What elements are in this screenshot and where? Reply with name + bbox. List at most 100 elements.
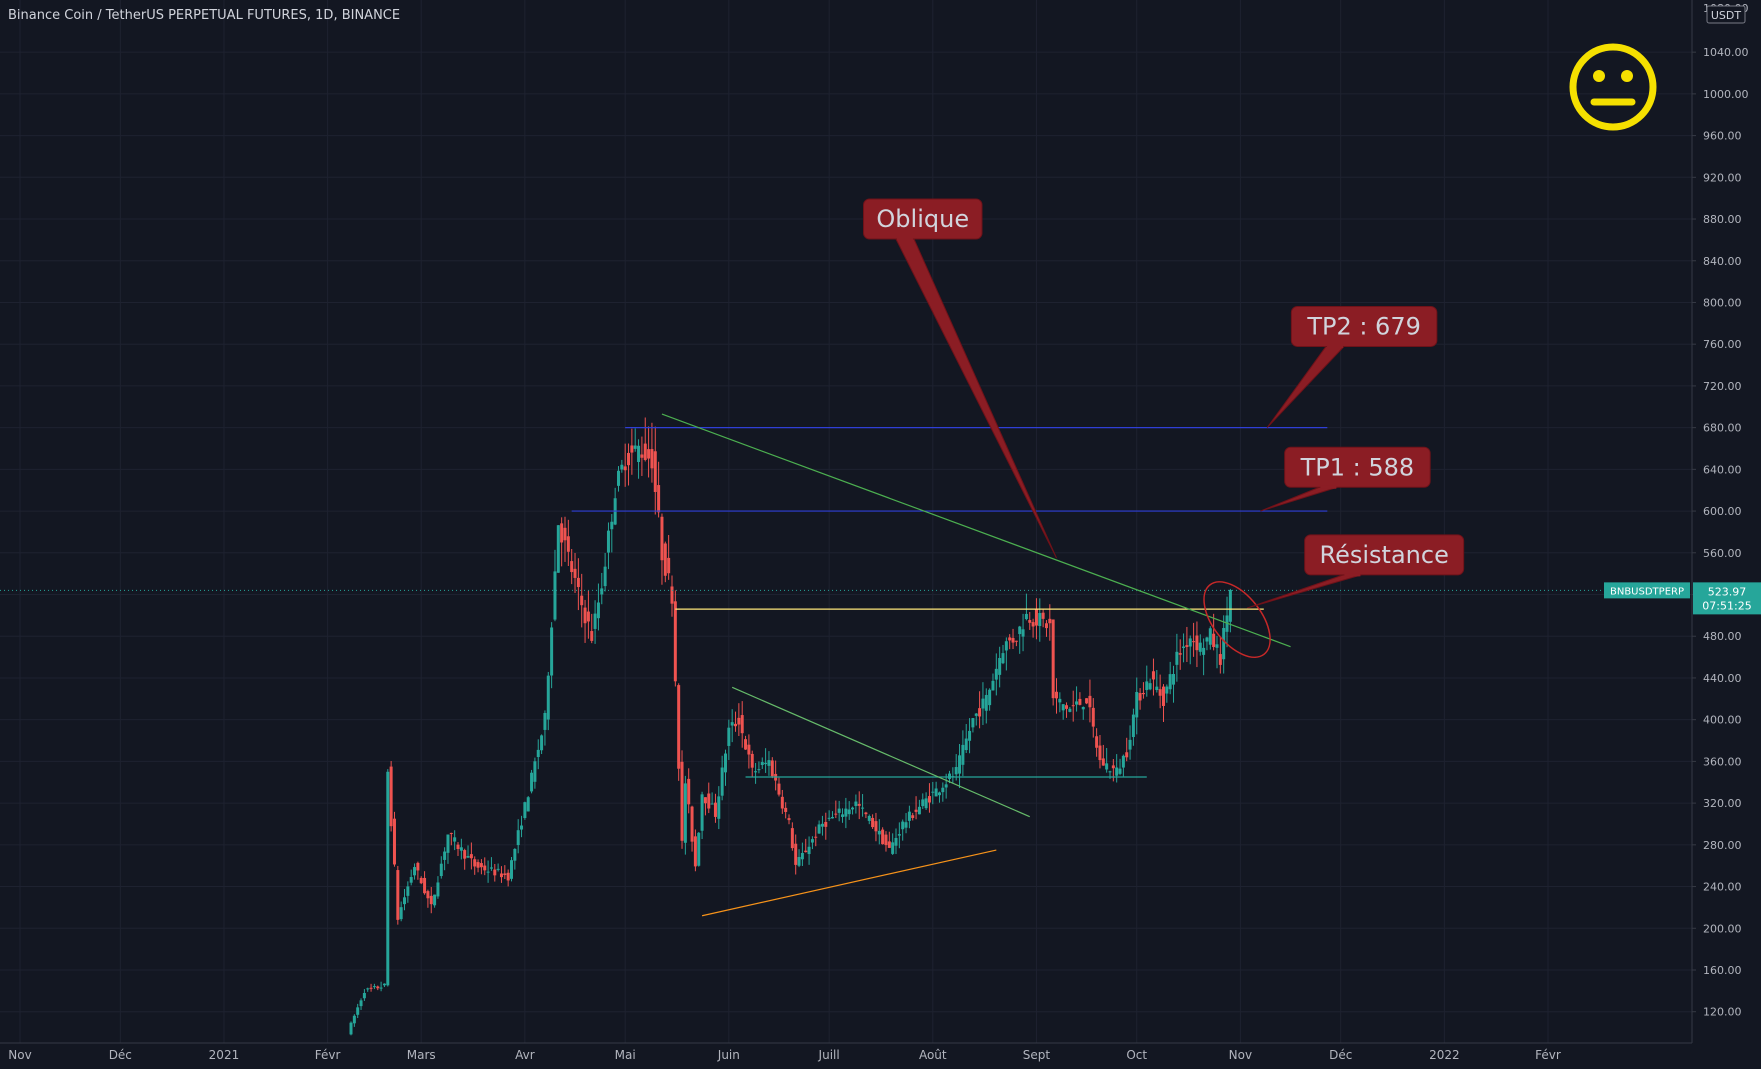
candle-body (814, 836, 818, 838)
candle-body (513, 848, 517, 861)
time-tick-label: Févr (1535, 1048, 1561, 1062)
candle-body (1135, 691, 1139, 718)
candle-body (1218, 654, 1222, 665)
candle-body (988, 689, 992, 706)
candle-body (844, 808, 848, 817)
candle-body (797, 856, 801, 866)
candle-body (593, 613, 597, 629)
candle-body (784, 807, 788, 812)
currency-badge[interactable] (1706, 5, 1746, 24)
tp2-callout-text: TP2 : 679 (1306, 312, 1421, 340)
candle-body (1165, 686, 1169, 694)
candle-body (540, 735, 544, 751)
time-axis-background (0, 1043, 1761, 1069)
candle-body (670, 586, 674, 604)
candle-body (1121, 755, 1125, 768)
candle-body (483, 865, 487, 871)
time-tick-label: Mars (407, 1048, 436, 1062)
candle-body (496, 868, 500, 870)
candle-body (677, 685, 681, 769)
candle-body (1115, 767, 1119, 776)
price-tick-label: 440.00 (1703, 672, 1742, 685)
candle-body (533, 761, 537, 782)
candle-body (573, 568, 577, 578)
neutral-face-icon (1569, 43, 1657, 131)
oblique-callout-box (863, 198, 983, 240)
candle-body (620, 464, 624, 470)
candle-body (566, 536, 570, 552)
candle-body (372, 986, 376, 988)
price-tick-label: 1040.00 (1703, 46, 1749, 59)
price-axis-background (1692, 0, 1761, 1043)
candle-body (1078, 698, 1082, 705)
candle-body (1081, 706, 1085, 710)
candle-body (633, 445, 637, 449)
candle-body (1151, 671, 1155, 680)
candle-body (747, 744, 751, 755)
candle-body (1061, 704, 1065, 711)
candle-body (406, 886, 410, 896)
candle-body (817, 824, 821, 834)
candle-body (917, 806, 921, 815)
candle-body (794, 843, 798, 865)
candle-body (1088, 695, 1092, 708)
callouts: Oblique TP2 : 679 TP1 : 588 Résistance (863, 198, 1465, 609)
candle-body (924, 798, 928, 809)
candle-body (737, 717, 741, 725)
candle-body (867, 815, 871, 821)
candle-body (1182, 646, 1186, 649)
candle-body (1028, 620, 1032, 623)
price-tick-label: 480.00 (1703, 630, 1742, 643)
candle-body (546, 675, 550, 720)
candle-body (1011, 637, 1015, 643)
candle-body (1131, 714, 1135, 738)
candle-body (713, 802, 717, 817)
candle-body (693, 836, 697, 867)
time-tick-label: Nov (8, 1048, 31, 1062)
candle-body (1208, 628, 1212, 645)
candle-body (510, 860, 514, 879)
symbol-tag-label: BNBUSDTPERP (1610, 586, 1684, 597)
price-tick-label: 600.00 (1703, 505, 1742, 518)
candle-body (854, 801, 858, 806)
candle-body (603, 566, 607, 587)
candle-body (991, 680, 995, 691)
candle-body (389, 766, 393, 827)
candle-body (710, 803, 714, 805)
candle-body (503, 873, 507, 876)
trend-drawings (571, 413, 1328, 917)
candle-body (1038, 613, 1042, 627)
candle-body (941, 787, 945, 793)
candle-body (382, 983, 386, 986)
candle-body (449, 832, 453, 834)
candle-body (640, 454, 644, 458)
price-tick-label: 1000.00 (1703, 88, 1749, 101)
candle-body (680, 761, 684, 841)
candle-body (1101, 758, 1105, 766)
candle-body (493, 869, 497, 876)
candle-body (727, 727, 731, 746)
price-tick-label: 920.00 (1703, 171, 1742, 184)
candle-body (673, 601, 677, 682)
candle-body (586, 611, 590, 622)
candle-body (820, 823, 824, 827)
candle-body (998, 658, 1002, 675)
price-tick-label: 560.00 (1703, 547, 1742, 560)
candle-body (827, 817, 831, 819)
candle-body (1161, 686, 1165, 706)
candle-body (764, 762, 768, 765)
candle-body (1192, 641, 1196, 643)
candle-body (861, 807, 865, 809)
candle-body (419, 877, 423, 884)
time-tick-label: Juin (717, 1048, 740, 1062)
price-tick-label: 960.00 (1703, 130, 1742, 143)
candle-body (847, 809, 851, 815)
candle-body (1018, 626, 1022, 635)
price-tick-label: 800.00 (1703, 296, 1742, 309)
candle-body (891, 842, 895, 854)
triangle-lower (701, 849, 997, 917)
candle-body (857, 803, 861, 806)
candle-body (1001, 653, 1005, 664)
candle-body (961, 744, 965, 765)
